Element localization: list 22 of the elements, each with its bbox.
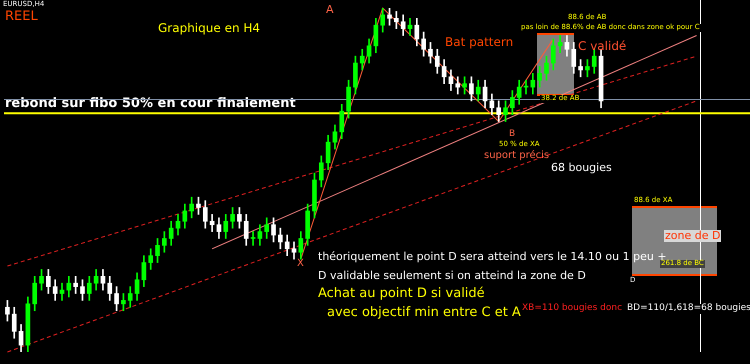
annotation: Graphique en H4 — [158, 21, 260, 36]
annotation: A — [326, 3, 334, 16]
annotation: BD=110/1,618=68 bougies — [626, 303, 750, 314]
candlestick — [250, 231, 256, 246]
candlestick — [408, 18, 412, 36]
annotation: REEL — [5, 9, 38, 24]
candlestick — [196, 196, 201, 215]
candlestick — [60, 282, 64, 301]
annotation: 68 bougies — [551, 161, 612, 174]
annotation: suport précis — [484, 150, 550, 161]
annotation: X — [297, 258, 304, 269]
annotation: XB=110 bougies donc — [522, 303, 622, 314]
annotation: avec objectif min entre C et A — [327, 305, 521, 320]
annotation: B — [509, 129, 516, 140]
annotation: Achat au point D si validé — [318, 286, 485, 302]
annotation: zone de D — [664, 229, 722, 242]
annotation: D validable seulement si on atteind la zone de D — [318, 269, 586, 282]
candlestick — [387, 8, 392, 26]
candlestick — [292, 242, 296, 260]
annotation: Bat pattern — [445, 35, 514, 50]
candlestick — [524, 80, 528, 94]
annotation: C validé — [578, 39, 626, 54]
